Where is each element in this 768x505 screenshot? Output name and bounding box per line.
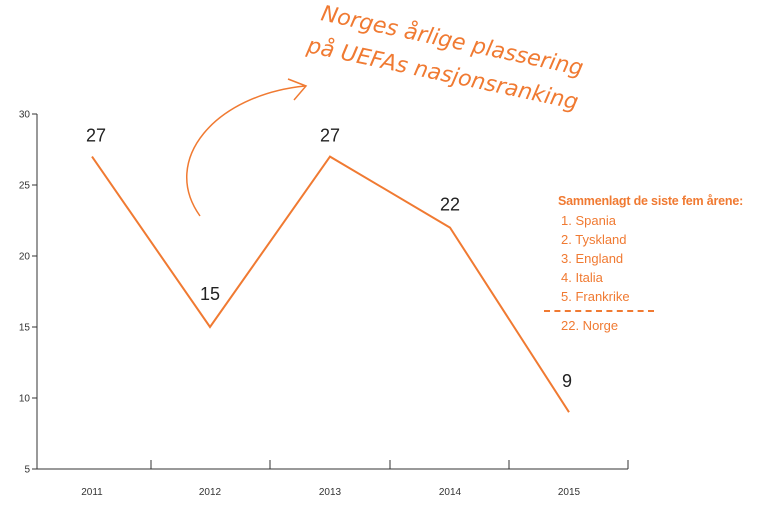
data-label: 9 [562, 371, 572, 391]
y-tick-label: 15 [19, 323, 31, 334]
annotation-arrow-curve [186, 85, 306, 217]
ranking-divider [544, 310, 654, 312]
x-tick-label: 2011 [81, 487, 103, 498]
ranking-item: 5. Frankrike [561, 289, 630, 304]
chart-series [91, 155, 570, 413]
x-axis-ticks: 2011 2012 2013 2014 2015 [81, 460, 629, 498]
y-tick-label: 30 [19, 110, 31, 121]
chart-axes [36, 114, 628, 470]
annotation: Norges årlige plassering på UEFAs nasjon… [186, 0, 586, 217]
x-tick-label: 2013 [319, 487, 342, 498]
annotation-arrow-head [287, 78, 308, 101]
data-label: 22 [440, 195, 460, 215]
x-tick-label: 2015 [558, 487, 581, 498]
ranking-item: 3. England [561, 251, 624, 266]
ranking-item: 1. Spania [561, 213, 616, 228]
data-labels: 27 15 27 22 9 [86, 126, 572, 392]
data-label: 27 [320, 126, 340, 146]
ranking-item: 4. Italia [561, 270, 603, 285]
y-tick-label: 25 [19, 181, 31, 192]
y-tick-label: 10 [19, 394, 31, 405]
x-tick-label: 2012 [199, 487, 222, 498]
x-tick-label: 2014 [439, 487, 462, 498]
ranking-summary-heading: Sammenlagt de siste fem årene: [558, 194, 744, 208]
ranking-summary: Sammenlagt de siste fem årene: 1. Spania… [544, 194, 763, 335]
y-tick-label: 5 [24, 465, 30, 476]
ranking-item: 2. Tyskland [561, 232, 627, 247]
y-axis-ticks: 30 25 20 15 10 5 [19, 110, 37, 476]
ranking-list: 1. Spania 2. Tyskland 3. England 4. Ital… [561, 211, 763, 306]
series-line [91, 155, 570, 413]
data-label: 15 [200, 284, 220, 304]
data-label: 27 [86, 126, 106, 146]
ranking-item-norway: 22. Norge [561, 318, 619, 333]
y-tick-label: 20 [19, 252, 31, 263]
